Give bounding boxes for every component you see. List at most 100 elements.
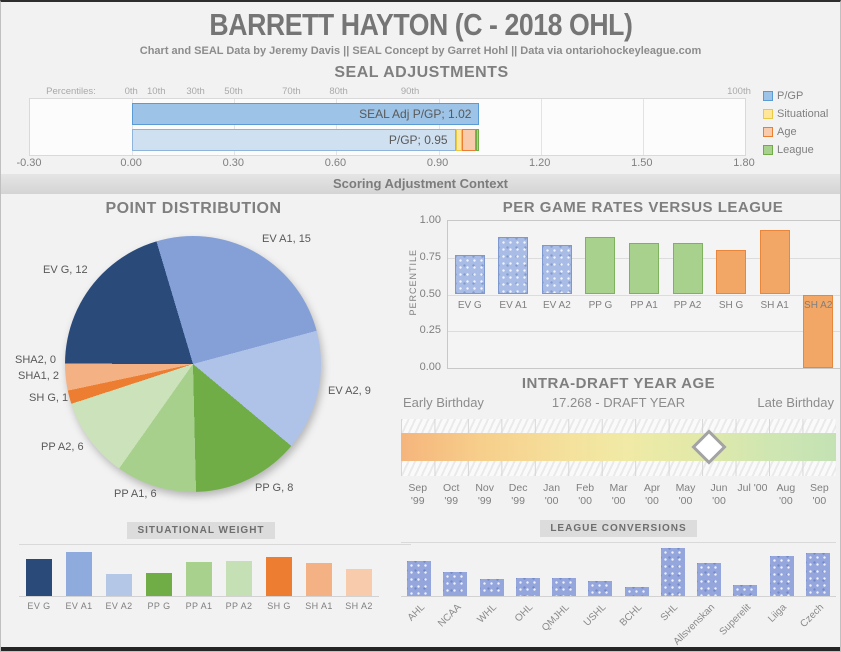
- month-line1: Aug: [776, 482, 796, 494]
- age-scale-hatch-bottom: [401, 461, 836, 476]
- month-line2: '00: [544, 495, 559, 507]
- bar-superelit: [733, 585, 758, 596]
- category-label-ev-g: EV G: [27, 601, 51, 611]
- per-game-y-tick-0-00: 0.00: [419, 361, 441, 373]
- pie-label-ev-a1: EV A1, 15: [262, 233, 311, 245]
- bar-sh-a1: [306, 563, 332, 596]
- seal-gridline: [132, 99, 134, 155]
- bar-ev-a2: [106, 574, 132, 596]
- bar-ev-a1: [498, 237, 529, 295]
- section-divider: Scoring Adjustment Context: [1, 174, 840, 194]
- month-label-oct-99: Oct '99: [434, 482, 467, 508]
- seal-x-tick-0-90: 0.90: [426, 157, 449, 169]
- percentile-tick-30th: 30th: [186, 86, 205, 97]
- month-line2: '00: [578, 495, 592, 507]
- per-game-gridline: [448, 294, 840, 296]
- legend-item-league: League: [763, 141, 828, 159]
- category-label-ev-a1: EV A1: [65, 601, 93, 611]
- legend-label-p-gp: P/GP: [777, 90, 804, 102]
- seal-x-tick-1-80: 1.80: [733, 157, 755, 169]
- category-label-sh-g: SH G: [718, 299, 744, 311]
- seal-adj-bar-label: SEAL Adj P/GP; 1.02: [359, 107, 472, 121]
- legend-label-situational: Situational: [777, 108, 829, 120]
- pie-label-ev-a2: EV A2, 9: [328, 385, 371, 397]
- percentile-tick-100th: 100th: [727, 86, 751, 97]
- month-line2: '99: [444, 495, 459, 507]
- league-swatch-icon: [763, 145, 773, 155]
- page-subtitle: Chart and SEAL Data by Jeremy Davis || S…: [139, 45, 702, 57]
- month-line2: '00: [712, 495, 726, 507]
- per-game-gridline: [448, 331, 840, 333]
- category-label-sh-a2: SH A2: [345, 601, 373, 611]
- category-label-ev-a1: EV A1: [499, 299, 528, 311]
- category-label-pp-a2: PP A2: [673, 299, 702, 311]
- percentile-tick-50th: 50th: [224, 86, 243, 97]
- bar-shl: [660, 548, 685, 596]
- seal-segment-p-gp: P/GP; 0.95: [132, 129, 456, 151]
- category-label-liiga: Liiga: [766, 602, 790, 625]
- situational-weight-title-text: SITUATIONAL WEIGHT: [127, 522, 275, 539]
- age-labels-row: Early Birthday 17.268 - DRAFT YEAR Late …: [401, 395, 836, 411]
- category-label-ev-a2: EV A2: [542, 299, 571, 311]
- month-line1: Nov: [475, 482, 495, 494]
- bar-ev-g: [25, 559, 52, 596]
- category-label-shl: SHL: [659, 602, 681, 624]
- category-label-ahl: AHL: [405, 602, 427, 624]
- month-line2: '00: [611, 495, 626, 507]
- pie-label-sh-a1: SHA1, 2: [18, 370, 59, 382]
- month-label-jul-00: Jul '00: [736, 482, 769, 508]
- seal-segment-age: [462, 129, 476, 151]
- bar-sh-a1: [759, 229, 790, 295]
- header: BARRETT HAYTON (C - 2018 OHL) Chart and …: [1, 7, 840, 57]
- percentile-tick-80th: 80th: [329, 86, 348, 97]
- category-label-pp-a1: PP A1: [185, 601, 213, 611]
- bar-czech: [805, 553, 830, 596]
- month-label-mar-00: Mar '00: [602, 482, 635, 508]
- seal-x-tick-0-00: 0.00: [120, 157, 142, 169]
- bar-bchl: [624, 587, 649, 596]
- draft-year-label: 17.268 - DRAFT YEAR: [551, 395, 686, 410]
- seal-gridline: [438, 99, 440, 155]
- month-line2: '99: [511, 495, 525, 507]
- pie-label-pp-g: PP G, 8: [255, 482, 294, 494]
- category-label-ev-a2: EV A2: [105, 601, 133, 611]
- seal-gridline: [336, 99, 338, 155]
- bar-sh-g: [716, 250, 747, 295]
- pie-chart: [65, 236, 321, 492]
- divider-label: Scoring Adjustment Context: [332, 176, 509, 191]
- age-month-axis: Sep '99 Oct '99 Nov '99 Dec '99 Jan '00 Feb '00 Mar '…: [401, 482, 836, 508]
- early-birthday-label: Early Birthday: [403, 395, 484, 410]
- month-line1: Sep: [810, 482, 829, 494]
- bar-sh-a2: [346, 569, 372, 596]
- category-label-pp-g: PP G: [588, 299, 613, 311]
- bar-qmjhl: [552, 578, 577, 596]
- per-game-y-tick-0-75: 0.75: [419, 250, 441, 263]
- seal-x-tick-0-60: 0.60: [324, 157, 347, 169]
- category-label-whl: WHL: [475, 602, 500, 626]
- bar-allsvenskan: [697, 563, 722, 596]
- bar-ncaa: [443, 572, 468, 596]
- month-line2: '00: [645, 495, 659, 507]
- percentiles-label: Percentiles:: [46, 86, 96, 97]
- p-gp-swatch-icon: [763, 91, 773, 101]
- month-label-dec-99: Dec '99: [501, 482, 534, 508]
- seal-adj-bar: SEAL Adj P/GP; 1.02: [132, 103, 480, 125]
- month-line1: Feb: [576, 482, 595, 494]
- bar-pp-g: [146, 573, 172, 596]
- situational-weight-axis-line: [19, 544, 411, 545]
- legend-item-age: Age: [763, 123, 828, 141]
- per-game-plot-area: EV G EV A1 EV A2 PP G PP A1 PP A2 SH G SH A1 SH …: [447, 220, 840, 369]
- bar-pp-g: [585, 237, 616, 295]
- bar-ushl: [588, 581, 613, 596]
- month-line1: Oct: [443, 482, 460, 494]
- month-line1: Sep: [408, 482, 428, 494]
- month-line1: Mar: [609, 482, 628, 494]
- per-game-y-tick-0-50: 0.50: [419, 287, 441, 300]
- legend-label-age: Age: [777, 126, 797, 138]
- category-label-ev-g: EV G: [457, 299, 482, 311]
- seal-x-tick-1-20: 1.20: [528, 157, 551, 169]
- month-label-feb-00: Feb '00: [568, 482, 601, 508]
- situational-weight-title: SITUATIONAL WEIGHT: [1, 522, 401, 539]
- seal-x-tick-0-30: 0.30: [222, 157, 244, 169]
